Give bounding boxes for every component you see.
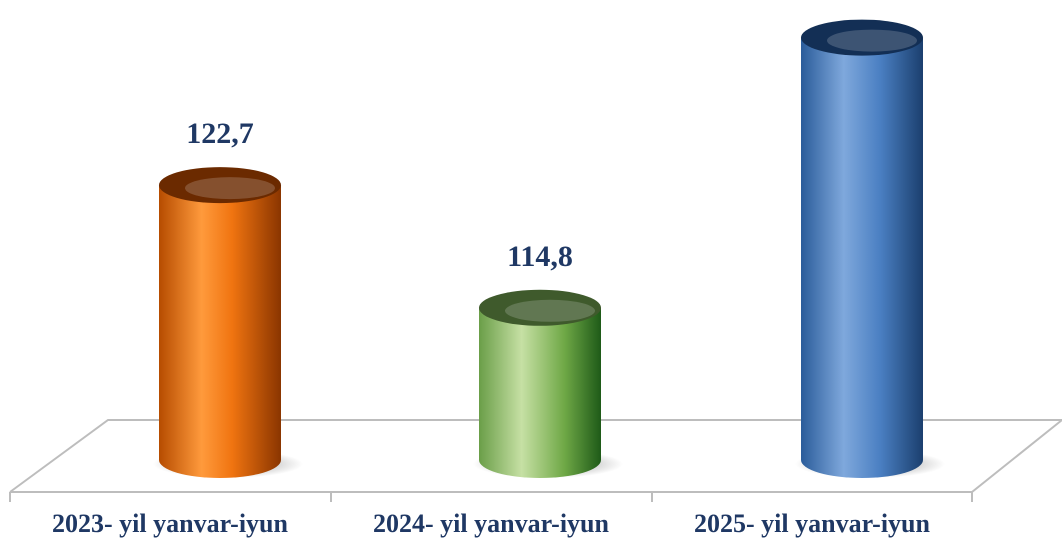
bar [795, 19, 945, 479]
bar-top [159, 167, 281, 204]
data-label: 122,7 [186, 117, 254, 150]
bar-top-highlight [505, 299, 595, 322]
data-label: 114,8 [507, 240, 573, 273]
bar-top [801, 19, 923, 56]
x-axis-ticks [9, 492, 973, 502]
x-tick-label: 2023- yil yanvar-iyun [52, 509, 288, 538]
bar-top-highlight [827, 29, 917, 52]
bar-body [801, 37, 923, 479]
bars-layer [153, 19, 945, 479]
bar [153, 167, 303, 478]
bar-top-highlight [185, 177, 275, 200]
bar-body [479, 307, 601, 478]
bar-body [159, 185, 281, 478]
x-tick-label: 2024- yil yanvar-iyun [373, 509, 609, 538]
labels-layer: 122,7 2023- yil yanvar-iyun 114,8 2024- yil… [52, 0, 930, 538]
bar-top [479, 289, 601, 326]
x-tick-label: 2025- yil yanvar-iyun [694, 509, 930, 538]
bar [473, 289, 623, 478]
data-label: 132,2 [828, 0, 896, 3]
